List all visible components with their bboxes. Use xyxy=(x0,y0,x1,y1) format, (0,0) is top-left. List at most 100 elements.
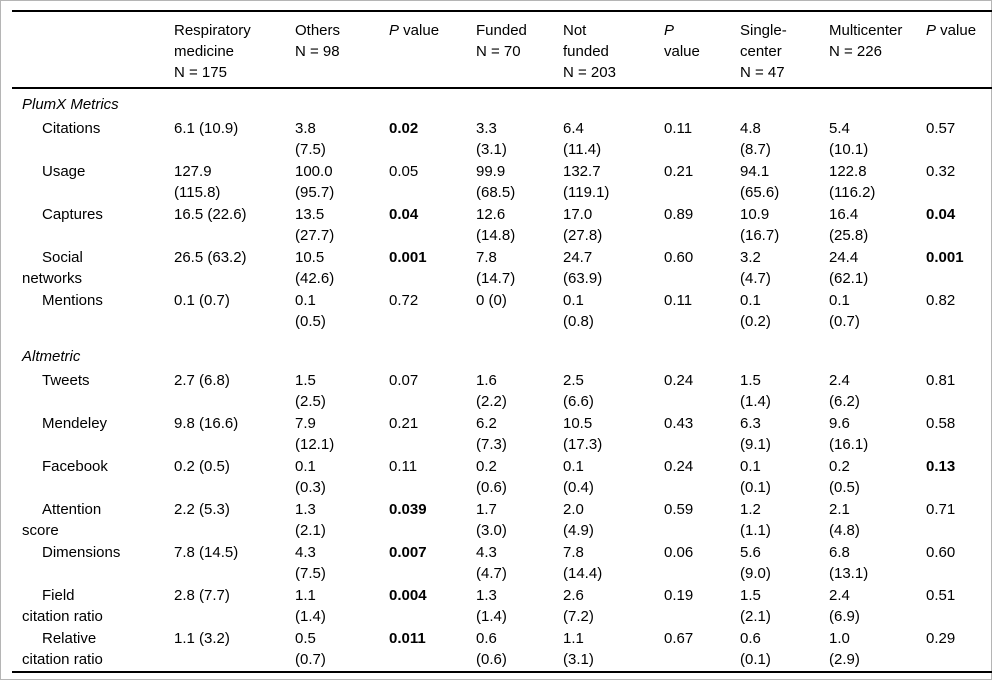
cell-p-value-funding: 0.24 xyxy=(664,372,694,389)
cell-respiratory-medicine: 2.2 (5.3) xyxy=(174,501,230,518)
cell-p-value-centers: 0.57 xyxy=(926,120,956,137)
metric-row: Tweets 2.7 (6.8) 1.5 (2.5) 0.07 1.6 (2.2) 2.5… xyxy=(12,370,992,413)
cell-multicenter: 0.2 (0.5) xyxy=(829,458,860,496)
cell-single-center: 4.8 (8.7) xyxy=(740,120,771,158)
cell-p-value-specialty: 0.07 xyxy=(389,372,419,389)
section-row: Altmetric xyxy=(12,333,992,370)
cell-not-funded: 10.5 (17.3) xyxy=(563,415,603,453)
metric-row: Citations 6.1 (10.9) 3.8 (7.5) 0.02 3.3 (3.1… xyxy=(12,118,992,161)
row-label: Captures xyxy=(42,206,103,223)
cell-multicenter: 24.4 (62.1) xyxy=(829,249,869,287)
cell-single-center: 5.6 (9.0) xyxy=(740,544,771,582)
cell-respiratory-medicine: 9.8 (16.6) xyxy=(174,415,239,432)
row-label: Dimensions xyxy=(42,544,121,561)
metric-row: Field citation ratio 2.8 (7.7) 1.1 (1.4) 0.… xyxy=(12,585,992,628)
cell-others: 7.9 (12.1) xyxy=(295,415,335,453)
cell-not-funded: 132.7 (119.1) xyxy=(563,163,610,201)
cell-p-value-specialty: 0.011 xyxy=(389,630,426,647)
cell-not-funded: 6.4 (11.4) xyxy=(563,120,602,158)
cell-funded: 0 (0) xyxy=(476,292,507,309)
cell-multicenter: 9.6 (16.1) xyxy=(829,415,869,453)
cell-respiratory-medicine: 6.1 (10.9) xyxy=(174,120,239,137)
cell-multicenter: 1.0 (2.9) xyxy=(829,630,860,668)
p-symbol: P xyxy=(389,22,400,39)
cell-single-center: 1.5 (2.1) xyxy=(740,587,771,625)
header-row: Respiratory medicine N = 175 Others N = 9… xyxy=(12,11,992,88)
cell-respiratory-medicine: 16.5 (22.6) xyxy=(174,206,247,223)
cell-p-value-centers: 0.51 xyxy=(926,587,956,604)
p-symbol: P xyxy=(926,22,937,39)
column-header-p-value-funding: P value xyxy=(664,22,700,60)
cell-respiratory-medicine: 1.1 (3.2) xyxy=(174,630,230,647)
metric-row: Usage 127.9 (115.8) 100.0 (95.7) 0.05 99.9 (… xyxy=(12,161,992,204)
cell-funded: 1.6 (2.2) xyxy=(476,372,507,410)
cell-multicenter: 2.1 (4.8) xyxy=(829,501,860,539)
cell-others: 10.5 (42.6) xyxy=(295,249,335,287)
row-label: Mentions xyxy=(42,292,103,309)
cell-others: 13.5 (27.7) xyxy=(295,206,335,244)
cell-p-value-specialty: 0.72 xyxy=(389,292,419,309)
column-header-metric xyxy=(12,11,174,88)
cell-multicenter: 2.4 (6.9) xyxy=(829,587,860,625)
row-label: Social networks xyxy=(22,249,83,287)
cell-single-center: 1.5 (1.4) xyxy=(740,372,771,410)
cell-p-value-centers: 0.71 xyxy=(926,501,956,518)
column-header-others: Others N = 98 xyxy=(295,22,341,60)
p-symbol: P xyxy=(664,22,675,39)
cell-p-value-funding: 0.67 xyxy=(664,630,694,647)
cell-funded: 7.8 (14.7) xyxy=(476,249,516,287)
cell-p-value-funding: 0.19 xyxy=(664,587,694,604)
table-header: Respiratory medicine N = 175 Others N = 9… xyxy=(12,11,992,88)
cell-multicenter: 6.8 (13.1) xyxy=(829,544,869,582)
cell-multicenter: 5.4 (10.1) xyxy=(829,120,869,158)
metric-row: Facebook 0.2 (0.5) 0.1 (0.3) 0.11 0.2 (0.6) 0… xyxy=(12,456,992,499)
cell-others: 100.0 (95.7) xyxy=(295,163,335,201)
cell-funded: 3.3 (3.1) xyxy=(476,120,507,158)
column-header-not-funded: Not funded N = 203 xyxy=(563,22,616,81)
cell-funded: 6.2 (7.3) xyxy=(476,415,507,453)
cell-p-value-centers: 0.29 xyxy=(926,630,956,647)
cell-p-value-funding: 0.24 xyxy=(664,458,694,475)
cell-funded: 1.3 (1.4) xyxy=(476,587,507,625)
metric-row: Mentions 0.1 (0.7) 0.1 (0.5) 0.72 0 (0) 0.1 (… xyxy=(12,290,992,333)
cell-single-center: 94.1 (65.6) xyxy=(740,163,780,201)
metric-row: Captures 16.5 (22.6) 13.5 (27.7) 0.04 12.6 (… xyxy=(12,204,992,247)
row-label: Tweets xyxy=(42,372,90,389)
cell-multicenter: 16.4 (25.8) xyxy=(829,206,869,244)
cell-multicenter: 122.8 (116.2) xyxy=(829,163,876,201)
cell-p-value-centers: 0.60 xyxy=(926,544,956,561)
cell-multicenter: 0.1 (0.7) xyxy=(829,292,860,330)
cell-funded: 0.2 (0.6) xyxy=(476,458,507,496)
cell-p-value-funding: 0.06 xyxy=(664,544,694,561)
cell-funded: 12.6 (14.8) xyxy=(476,206,516,244)
row-label: Citations xyxy=(42,120,101,137)
cell-others: 0.1 (0.3) xyxy=(295,458,326,496)
cell-p-value-funding: 0.11 xyxy=(664,120,693,137)
cell-single-center: 6.3 (9.1) xyxy=(740,415,771,453)
cell-not-funded: 0.1 (0.4) xyxy=(563,458,594,496)
cell-not-funded: 0.1 (0.8) xyxy=(563,292,594,330)
cell-others: 0.5 (0.7) xyxy=(295,630,326,668)
metrics-table: Respiratory medicine N = 175 Others N = 9… xyxy=(12,10,992,673)
row-label: Relative citation ratio xyxy=(22,630,103,668)
metric-row: Mendeley 9.8 (16.6) 7.9 (12.1) 0.21 6.2 (7.3… xyxy=(12,413,992,456)
cell-single-center: 1.2 (1.1) xyxy=(740,501,771,539)
cell-respiratory-medicine: 2.7 (6.8) xyxy=(174,372,230,389)
cell-p-value-centers: 0.32 xyxy=(926,163,956,180)
cell-p-value-funding: 0.11 xyxy=(664,292,693,309)
cell-not-funded: 1.1 (3.1) xyxy=(563,630,594,668)
row-label: Facebook xyxy=(42,458,108,475)
column-header-p-value-centers: P value xyxy=(926,22,977,39)
cell-not-funded: 24.7 (63.9) xyxy=(563,249,603,287)
column-header-funded: Funded N = 70 xyxy=(476,22,527,60)
cell-not-funded: 7.8 (14.4) xyxy=(563,544,603,582)
cell-single-center: 0.6 (0.1) xyxy=(740,630,771,668)
cell-p-value-specialty: 0.001 xyxy=(389,249,427,266)
cell-others: 1.1 (1.4) xyxy=(295,587,326,625)
cell-others: 1.3 (2.1) xyxy=(295,501,326,539)
row-label: Usage xyxy=(42,163,86,180)
metric-row: Social networks 26.5 (63.2) 10.5 (42.6) 0.0… xyxy=(12,247,992,290)
section-label: PlumX Metrics xyxy=(22,96,119,113)
cell-others: 3.8 (7.5) xyxy=(295,120,326,158)
cell-respiratory-medicine: 0.2 (0.5) xyxy=(174,458,230,475)
